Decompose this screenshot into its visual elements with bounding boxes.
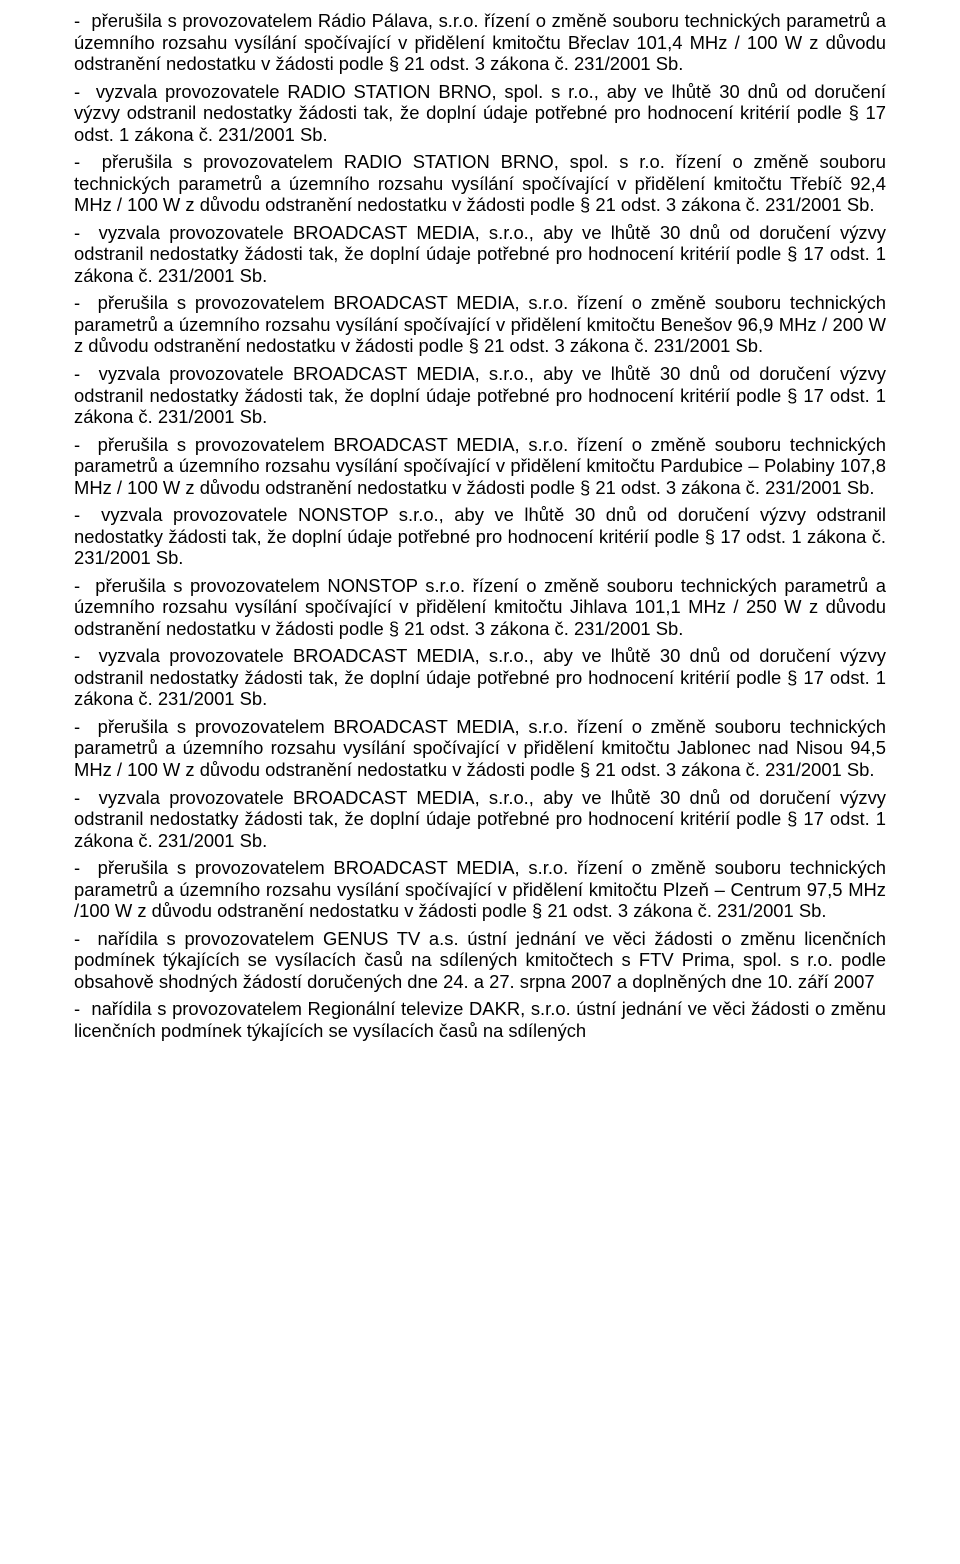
paragraph: - přerušila s provozovatelem BROADCAST M… bbox=[74, 434, 886, 499]
paragraph: - přerušila s provozovatelem Rádio Pálav… bbox=[74, 10, 886, 75]
paragraph: - přerušila s provozovatelem BROADCAST M… bbox=[74, 292, 886, 357]
paragraph: - vyzvala provozovatele BROADCAST MEDIA,… bbox=[74, 787, 886, 852]
paragraph: - vyzvala provozovatele NONSTOP s.r.o., … bbox=[74, 504, 886, 569]
paragraph: - přerušila s provozovatelem RADIO STATI… bbox=[74, 151, 886, 216]
paragraph: - vyzvala provozovatele BROADCAST MEDIA,… bbox=[74, 645, 886, 710]
paragraph: - vyzvala provozovatele RADIO STATION BR… bbox=[74, 81, 886, 146]
paragraph: - nařídila s provozovatelem Regionální t… bbox=[74, 998, 886, 1041]
paragraph: - nařídila s provozovatelem GENUS TV a.s… bbox=[74, 928, 886, 993]
document-body: - přerušila s provozovatelem Rádio Pálav… bbox=[74, 10, 886, 1041]
paragraph: - přerušila s provozovatelem BROADCAST M… bbox=[74, 857, 886, 922]
paragraph: - vyzvala provozovatele BROADCAST MEDIA,… bbox=[74, 222, 886, 287]
paragraph: - přerušila s provozovatelem NONSTOP s.r… bbox=[74, 575, 886, 640]
paragraph: - vyzvala provozovatele BROADCAST MEDIA,… bbox=[74, 363, 886, 428]
paragraph: - přerušila s provozovatelem BROADCAST M… bbox=[74, 716, 886, 781]
